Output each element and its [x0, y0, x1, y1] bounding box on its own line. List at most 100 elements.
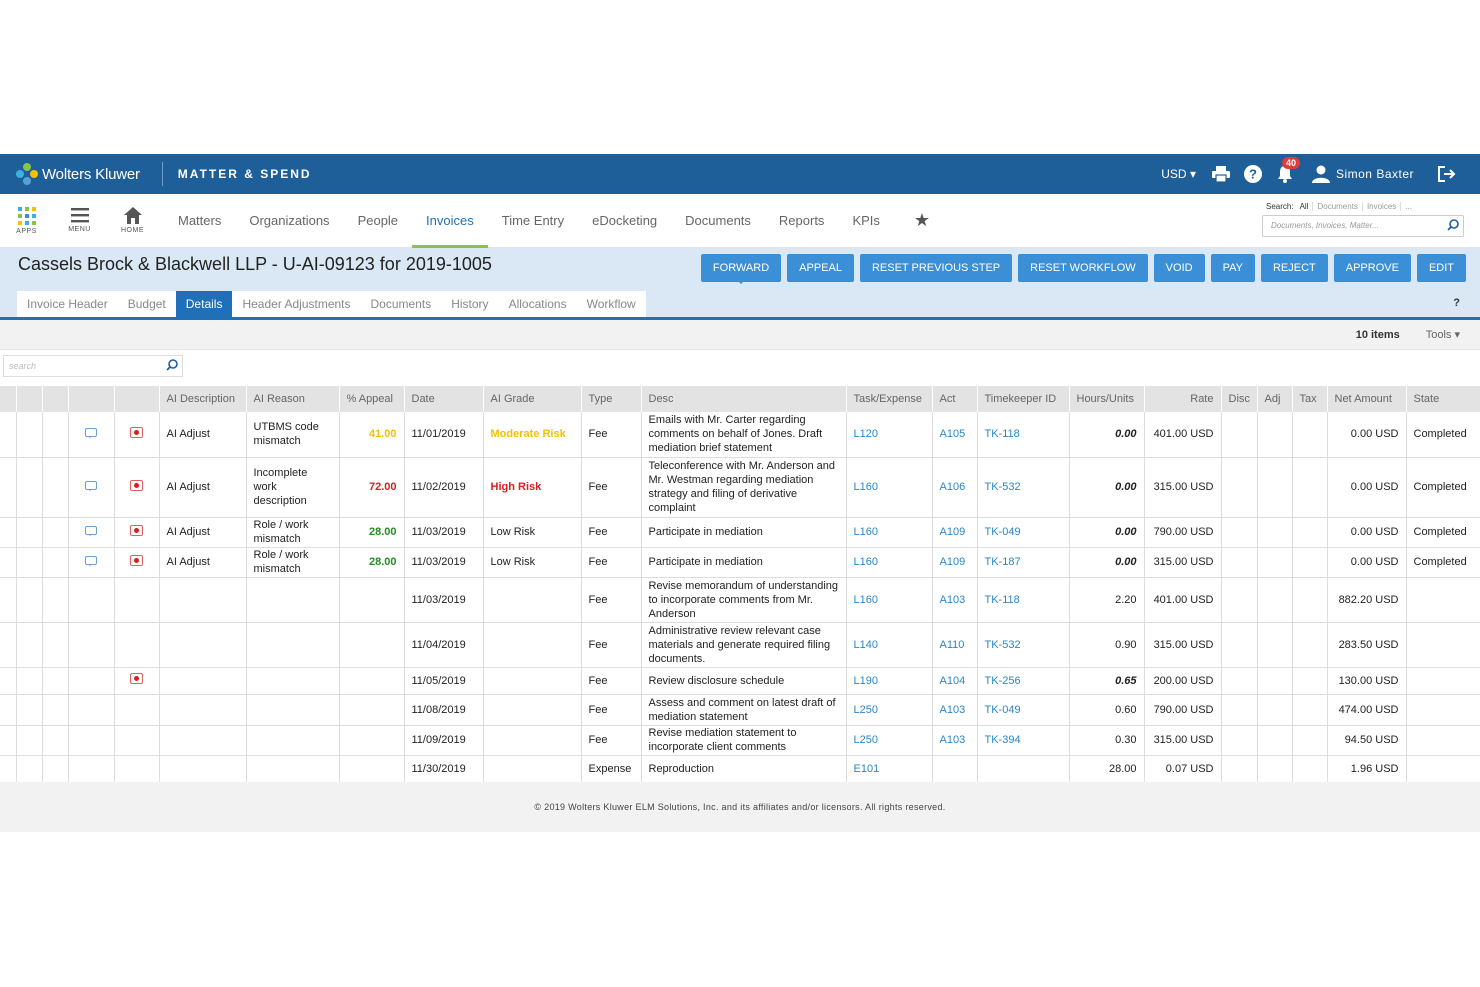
print-icon[interactable] [1210, 163, 1232, 185]
table-row[interactable]: 11/08/2019 Fee Assess and comment on lates… [0, 694, 1480, 726]
tab-header-adjustments[interactable]: Header Adjustments [242, 297, 351, 311]
help-icon[interactable]: ? [1242, 163, 1264, 185]
col-state[interactable]: State [1406, 386, 1480, 412]
comment-cell[interactable] [68, 517, 115, 548]
void-button[interactable]: VOID [1153, 254, 1205, 282]
act-cell[interactable]: A104 [932, 667, 978, 695]
col-net-amount[interactable]: Net Amount [1327, 386, 1407, 412]
nav-matters[interactable]: Matters [178, 213, 222, 228]
timekeeper-cell[interactable]: TK-118 [977, 577, 1070, 623]
tools-dropdown[interactable]: Tools ▾ [1425, 329, 1460, 341]
flag-cell[interactable] [114, 622, 160, 668]
col-task-expense[interactable]: Task/Expense [846, 386, 933, 412]
row-expand-cell[interactable] [42, 577, 69, 623]
row-select-cell[interactable] [16, 547, 43, 578]
col-timekeeper-id[interactable]: Timekeeper ID [977, 386, 1070, 412]
row-expand-cell[interactable] [42, 622, 69, 668]
scope-more[interactable]: ... [1400, 202, 1416, 211]
task-cell[interactable]: L160 [846, 457, 933, 518]
comment-cell[interactable] [68, 755, 115, 783]
flag-cell[interactable] [114, 517, 160, 548]
ai-flag-icon[interactable] [130, 524, 143, 536]
flag-cell[interactable] [114, 694, 160, 726]
table-row[interactable]: AI Adjust UTBMS code mismatch 41.00 11/01/2… [0, 412, 1480, 458]
comment-cell[interactable] [68, 694, 115, 726]
logout-icon[interactable] [1436, 163, 1458, 185]
user-menu[interactable]: Simon Baxter [1311, 165, 1414, 183]
nav-organizations[interactable]: Organizations [249, 213, 330, 228]
comment-cell[interactable] [68, 457, 115, 518]
reset-workflow-button[interactable]: RESET WORKFLOW [1018, 254, 1148, 282]
scope-all[interactable]: All [1299, 202, 1309, 211]
comment-cell[interactable] [68, 547, 115, 578]
row-select-cell[interactable] [16, 755, 43, 783]
row-select-cell[interactable] [16, 517, 43, 548]
col-type[interactable]: Type [581, 386, 642, 412]
comment-icon[interactable] [85, 428, 97, 439]
col-act[interactable]: Act [932, 386, 978, 412]
comment-icon[interactable] [85, 481, 97, 491]
act-cell[interactable] [932, 755, 978, 783]
act-cell[interactable]: A106 [932, 457, 978, 518]
comment-cell[interactable] [68, 725, 115, 756]
act-cell[interactable]: A103 [932, 725, 978, 756]
act-cell[interactable]: A109 [932, 517, 978, 548]
row-select-cell[interactable] [16, 457, 43, 518]
tab-history[interactable]: History [451, 297, 489, 311]
flag-cell[interactable] [114, 457, 160, 518]
nav-documents[interactable]: Documents [685, 213, 751, 228]
nav-edocketing[interactable]: eDocketing [592, 213, 658, 228]
timekeeper-cell[interactable]: TK-256 [977, 667, 1070, 695]
row-expand-cell[interactable] [42, 457, 69, 518]
tab-allocations[interactable]: Allocations [508, 297, 567, 311]
scope-documents[interactable]: Documents [1312, 202, 1362, 211]
task-cell[interactable]: L250 [846, 725, 933, 756]
act-cell[interactable]: A110 [932, 622, 978, 668]
comment-cell[interactable] [68, 622, 115, 668]
flag-cell[interactable] [114, 725, 160, 756]
task-cell[interactable]: E101 [846, 755, 933, 783]
tab-invoice-header[interactable]: Invoice Header [27, 297, 108, 311]
table-row[interactable]: 11/09/2019 Fee Revise mediation statement … [0, 725, 1480, 756]
timekeeper-cell[interactable]: TK-532 [977, 622, 1070, 668]
col-ai-description[interactable]: AI Description [159, 386, 247, 412]
ai-flag-icon[interactable] [130, 479, 143, 491]
nav-invoices[interactable]: Invoices [412, 194, 488, 248]
task-cell[interactable]: L160 [846, 547, 933, 578]
reject-button[interactable]: REJECT [1260, 254, 1328, 282]
home-button[interactable]: HOME [106, 194, 159, 247]
act-cell[interactable]: A103 [932, 577, 978, 623]
timekeeper-cell[interactable]: TK-049 [977, 694, 1070, 726]
task-cell[interactable]: L140 [846, 622, 933, 668]
row-select-cell[interactable] [16, 725, 43, 756]
favorites-star-icon[interactable]: ★ [913, 210, 931, 230]
comment-cell[interactable] [68, 577, 115, 623]
nav-people[interactable]: People [357, 213, 399, 228]
tab-details[interactable]: Details [175, 291, 233, 317]
row-select-cell[interactable] [16, 577, 43, 623]
table-row[interactable]: AI Adjust Role / work mismatch 28.00 11/03/… [0, 517, 1480, 548]
col-ai-reason[interactable]: AI Reason [246, 386, 340, 412]
comment-icon[interactable] [85, 556, 97, 566]
forward-button[interactable]: FORWARD [700, 254, 782, 284]
flag-cell[interactable] [114, 547, 160, 578]
page-help-icon[interactable]: ? [1453, 297, 1460, 309]
timekeeper-cell[interactable] [977, 755, 1070, 783]
col-hours-units[interactable]: Hours/Units [1069, 386, 1145, 412]
menu-button[interactable]: MENU [53, 194, 106, 247]
row-select-cell[interactable] [16, 622, 43, 668]
comment-cell[interactable] [68, 412, 115, 458]
nav-time-entry[interactable]: Time Entry [501, 213, 565, 228]
search-icon[interactable] [166, 359, 178, 373]
notifications-bell-icon[interactable]: 40 [1274, 157, 1300, 185]
table-row[interactable]: 11/03/2019 Fee Revise memorandum of unders… [0, 577, 1480, 623]
ai-flag-icon[interactable] [130, 673, 143, 684]
col-ai-grade[interactable]: AI Grade [483, 386, 582, 412]
timekeeper-cell[interactable]: TK-532 [977, 457, 1070, 518]
flag-cell[interactable] [114, 577, 160, 623]
col-adj[interactable]: Adj [1257, 386, 1293, 412]
nav-reports[interactable]: Reports [778, 213, 825, 228]
currency-selector[interactable]: USD ▾ [1161, 167, 1196, 181]
row-expand-cell[interactable] [42, 412, 69, 458]
appeal-button[interactable]: APPEAL [787, 254, 854, 282]
